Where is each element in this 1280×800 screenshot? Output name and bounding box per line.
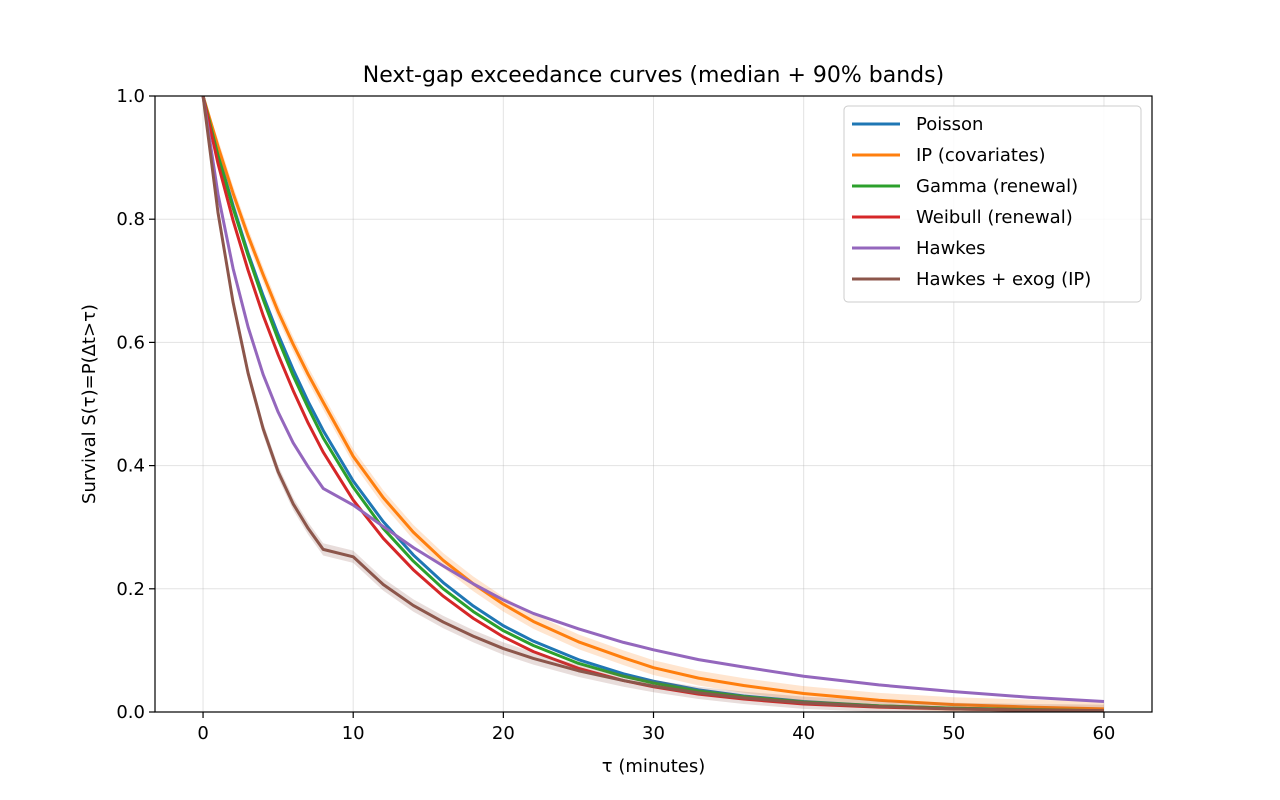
axis-ticks: 0 10 20 30 40 50 60 0.0 0.2 0.4 0.6 0.8 1.0	[116, 86, 1115, 744]
series-line-1	[201, 95, 1104, 711]
x-tick-label: 40	[792, 723, 815, 744]
legend-label-0: Poisson	[916, 114, 983, 135]
y-tick-label: 0.8	[116, 209, 145, 230]
y-tick-label: 1.0	[116, 86, 145, 107]
y-tick-label: 0.2	[116, 579, 145, 600]
y-tick-label: 0.4	[116, 456, 145, 477]
chart-title: Next-gap exceedance curves (median + 90%…	[363, 63, 944, 88]
x-tick-label: 20	[492, 723, 515, 744]
x-tick-label: 0	[197, 723, 208, 744]
y-axis-label: Survival S(τ)=P(Δt>τ)	[79, 304, 100, 504]
legend-box	[843, 105, 1142, 303]
x-tick-label: 10	[342, 723, 365, 744]
x-tick-label: 60	[1092, 723, 1115, 744]
legend-label-4: Hawkes	[916, 238, 986, 259]
y-tick-label: 0.6	[116, 332, 145, 353]
legend: Poisson IP (covariates) Gamma (renewal) Wei…	[843, 105, 1142, 303]
legend-label-5: Hawkes + exog (IP)	[916, 269, 1091, 290]
x-tick-label: 30	[642, 723, 665, 744]
series-lines	[201, 95, 1105, 713]
series-line-4	[201, 95, 1105, 704]
x-tick-label: 50	[942, 723, 965, 744]
x-axis-label: τ (minutes)	[602, 756, 705, 777]
legend-label-3: Weibull (renewal)	[916, 207, 1073, 228]
legend-label-1: IP (covariates)	[916, 145, 1045, 166]
y-tick-label: 0.0	[116, 702, 145, 723]
series-line-5	[201, 95, 1104, 713]
legend-label-2: Gamma (renewal)	[916, 176, 1078, 197]
